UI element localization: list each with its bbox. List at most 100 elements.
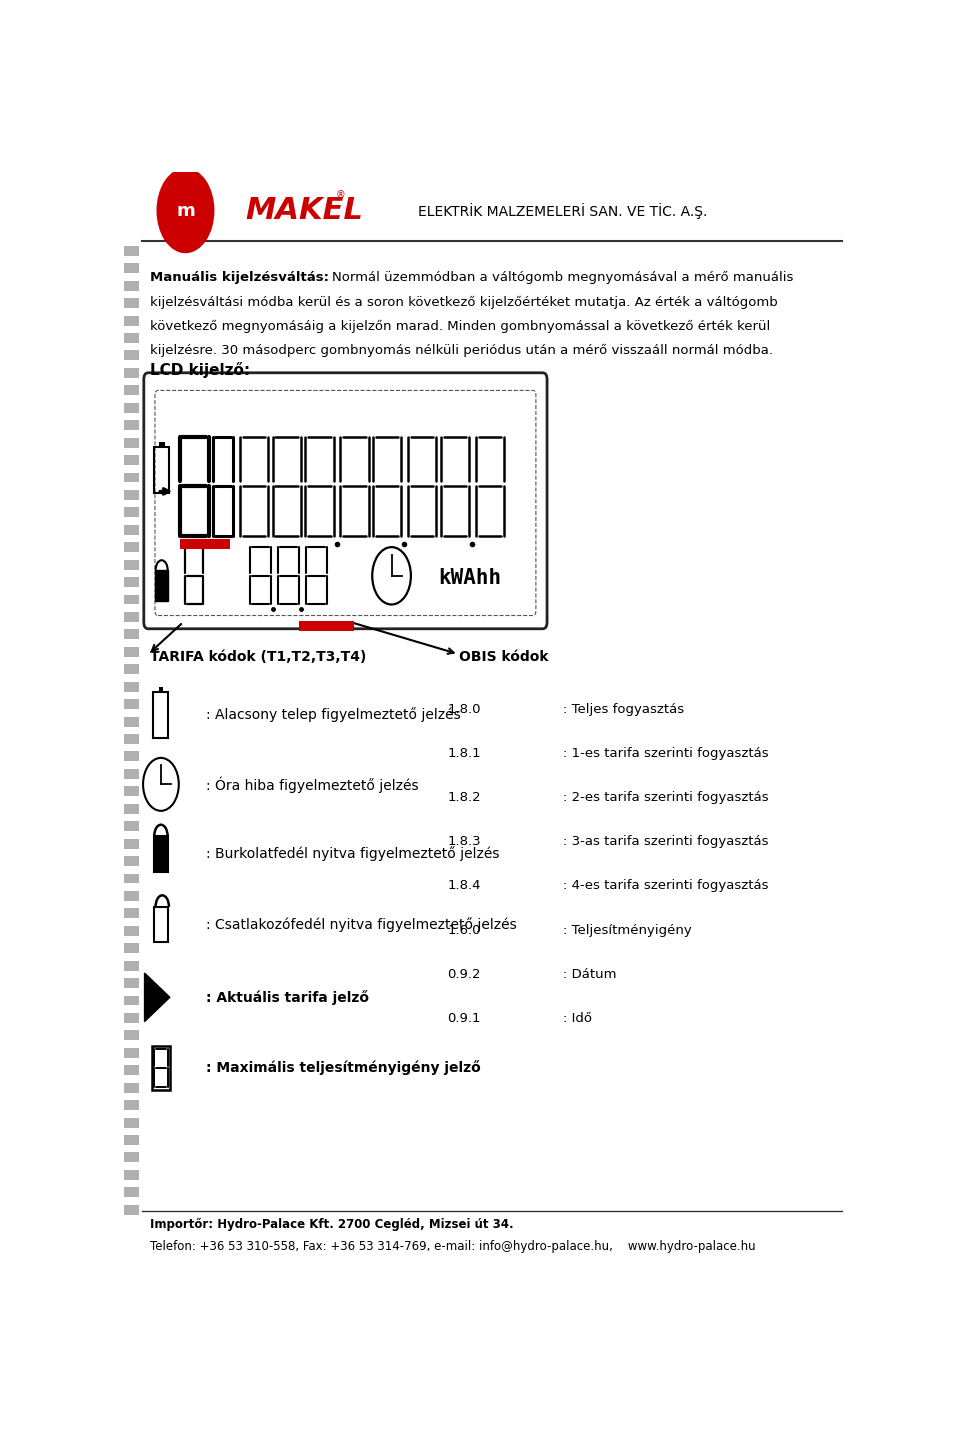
Text: 0.9.2: 0.9.2	[447, 967, 481, 980]
Bar	[124, 787, 138, 797]
Bar	[124, 1205, 138, 1215]
Text: Manuális kijelzésváltás:: Manuális kijelzésváltás:	[150, 271, 328, 284]
Bar	[124, 1188, 138, 1197]
Text: következő megnyomásáig a kijelzőn marad. Minden gombnyomással a következő érték : következő megnyomásáig a kijelzőn marad.…	[150, 320, 770, 332]
Bar	[124, 1013, 138, 1023]
Bar	[124, 473, 138, 483]
Text: : Idő: : Idő	[563, 1012, 591, 1025]
Text: Telefon: +36 53 310-558, Fax: +36 53 314-769, e-mail: info@hydro-palace.hu,    w: Telefon: +36 53 310-558, Fax: +36 53 314…	[150, 1240, 756, 1252]
Bar	[124, 524, 138, 535]
FancyBboxPatch shape	[144, 373, 547, 629]
Text: 1.8.4: 1.8.4	[447, 880, 481, 893]
Bar	[124, 315, 138, 325]
Bar	[124, 996, 138, 1006]
Bar	[124, 595, 138, 605]
Bar	[124, 490, 138, 500]
Bar	[124, 1169, 138, 1179]
Bar	[124, 298, 138, 308]
Bar	[154, 692, 168, 738]
Bar	[124, 821, 138, 831]
Bar	[124, 264, 138, 274]
Text: 1.8.3: 1.8.3	[447, 835, 481, 848]
Text: 0.9.1: 0.9.1	[447, 1012, 481, 1025]
Text: ELEKTRİK MALZEMELERİ SAN. VE TİC. A.Ş.: ELEKTRİK MALZEMELERİ SAN. VE TİC. A.Ş.	[418, 202, 707, 219]
Text: m: m	[176, 202, 195, 219]
Text: 1.8.2: 1.8.2	[447, 791, 481, 804]
Bar	[124, 1135, 138, 1145]
Text: OBIS kódok: OBIS kódok	[459, 649, 548, 663]
Bar	[124, 281, 138, 291]
Bar	[124, 1030, 138, 1040]
Bar	[124, 403, 138, 413]
Text: : 4-es tarifa szerinti fogyasztás: : 4-es tarifa szerinti fogyasztás	[563, 880, 768, 893]
Bar	[124, 926, 138, 936]
Bar	[124, 1101, 138, 1111]
Text: : Dátum: : Dátum	[563, 967, 616, 980]
Text: kijelzésre. 30 másodperc gombnyomás nélküli periódus után a mérő visszaáll normá: kijelzésre. 30 másodperc gombnyomás nélk…	[150, 344, 773, 357]
Bar	[124, 246, 138, 257]
Bar	[124, 770, 138, 780]
Circle shape	[157, 169, 214, 252]
Bar	[124, 1048, 138, 1058]
Bar	[124, 856, 138, 866]
Bar	[124, 734, 138, 744]
Text: : Burkolatfedél nyitva figyelmeztető jelzés: : Burkolatfedél nyitva figyelmeztető jel…	[205, 847, 499, 861]
Bar	[158, 688, 163, 692]
Bar	[124, 1152, 138, 1162]
Bar	[124, 507, 138, 517]
Bar	[124, 629, 138, 639]
Text: : 1-es tarifa szerinti fogyasztás: : 1-es tarifa szerinti fogyasztás	[563, 747, 768, 759]
Bar	[180, 539, 230, 549]
Bar	[124, 716, 138, 727]
Text: 1.8.1: 1.8.1	[447, 747, 481, 759]
Bar	[124, 665, 138, 675]
Bar	[124, 1118, 138, 1128]
Bar	[124, 646, 138, 656]
Bar	[124, 332, 138, 342]
Bar	[124, 960, 138, 970]
Text: Importőr: Hydro-Palace Kft. 2700 Cegléd, Mizsei út 34.: Importőr: Hydro-Palace Kft. 2700 Cegléd,…	[150, 1218, 514, 1231]
Bar	[299, 620, 354, 631]
Text: : Csatlakozófedél nyitva figyelmeztető jelzés: : Csatlakozófedél nyitva figyelmeztető j…	[205, 917, 516, 931]
Text: kWAhh: kWAhh	[439, 567, 501, 588]
Text: ®: ®	[336, 191, 346, 201]
Bar	[155, 907, 168, 941]
Bar	[152, 1046, 170, 1091]
Text: : Teljesítményigény: : Teljesítményigény	[563, 923, 691, 937]
Bar	[124, 751, 138, 761]
Bar	[158, 441, 165, 447]
Text: : Alacsony telep figyelmeztető jelzés: : Alacsony telep figyelmeztető jelzés	[205, 708, 460, 722]
Text: 1.8.0: 1.8.0	[447, 702, 481, 716]
Text: : 3-as tarifa szerinti fogyasztás: : 3-as tarifa szerinti fogyasztás	[563, 835, 768, 848]
Bar	[124, 351, 138, 361]
Bar	[124, 909, 138, 919]
Bar	[124, 874, 138, 883]
Text: LCD kijelző:: LCD kijelző:	[150, 361, 250, 378]
Bar	[124, 437, 138, 447]
Text: : Teljes fogyasztás: : Teljes fogyasztás	[563, 702, 684, 716]
Bar	[124, 560, 138, 570]
Bar	[124, 1083, 138, 1092]
Text: : 2-es tarifa szerinti fogyasztás: : 2-es tarifa szerinti fogyasztás	[563, 791, 768, 804]
Bar	[124, 682, 138, 692]
Bar	[124, 1065, 138, 1075]
Bar	[155, 570, 168, 602]
Bar	[124, 943, 138, 953]
Bar	[155, 447, 169, 493]
Bar	[124, 891, 138, 901]
Bar	[124, 368, 138, 378]
Polygon shape	[145, 973, 170, 1022]
Bar	[124, 420, 138, 430]
Text: TARIFA kódok (T1,T2,T3,T4): TARIFA kódok (T1,T2,T3,T4)	[150, 649, 366, 663]
Bar	[124, 456, 138, 466]
Bar	[124, 577, 138, 588]
Text: : Aktuális tarifa jelző: : Aktuális tarifa jelző	[205, 990, 369, 1005]
Text: 1.6.0: 1.6.0	[447, 923, 481, 937]
Bar	[124, 612, 138, 622]
Bar	[124, 699, 138, 709]
Text: : Maximális teljesítményigény jelző: : Maximális teljesítményigény jelző	[205, 1060, 480, 1075]
Text: MAKEL: MAKEL	[245, 196, 363, 225]
Text: kijelzésváltási módba kerül és a soron következő kijelzőértéket mutatja. Az érté: kijelzésváltási módba kerül és a soron k…	[150, 295, 778, 308]
Bar	[124, 979, 138, 987]
Bar	[124, 804, 138, 814]
